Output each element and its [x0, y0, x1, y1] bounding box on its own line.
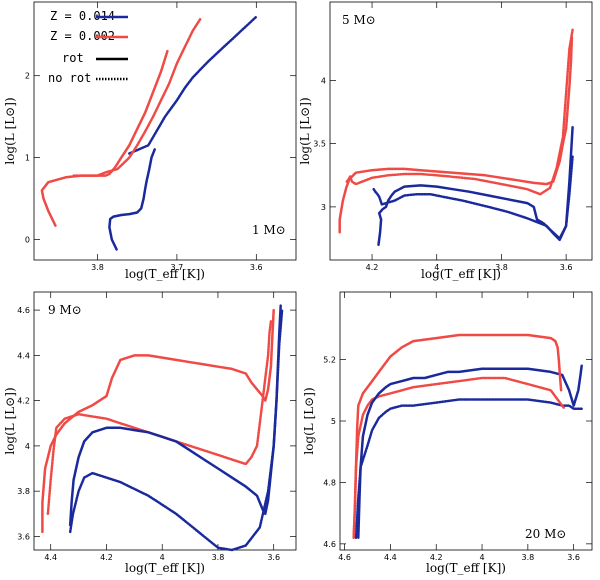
panel-9msun-tracks: [41, 304, 284, 552]
panel-20msun-xtick-label: 4: [479, 553, 484, 562]
panel-5msun-mass-label: 5 M⊙: [342, 13, 376, 27]
legend-norot-label: no rot: [48, 71, 91, 85]
panel-5msun-xtick-label: 4: [434, 263, 439, 272]
panel-5msun-frame: [329, 1, 593, 261]
panel-9msun-track-z0002-rot: [41, 308, 275, 534]
panel-20msun-track-z0002-norot: [352, 376, 566, 539]
panel-1msun-tracks: [40, 15, 258, 251]
panel-20msun-xtick-label: 4.2: [430, 553, 443, 562]
panel-20msun-xtick-label: 4.4: [384, 553, 397, 562]
panel-5msun-ytick-label: 4: [321, 76, 326, 85]
panel-1msun-track-z0014-norot: [128, 15, 258, 155]
panel-20msun-ticks: 4.6 4.4 4.2 4 3.8 3.6 4.6 4.8 5 5.2: [323, 292, 592, 562]
panel-20msun-track-z0002-rot: [352, 333, 563, 539]
panel-9msun: 4.4 4.2 4 3.8 3.6 3.6 3.8 4 4.2 4.4 4.6 log(T_eff …: [3, 291, 297, 575]
panel-9msun-xtick-label: 4.2: [100, 553, 113, 562]
panel-1msun-xtick-label: 3.8: [91, 263, 104, 272]
panel-1msun-ytick-label: 2: [25, 72, 30, 81]
legend-z-solar-label: Z = 0.014: [50, 9, 115, 23]
panel-9msun-ytick-label: 4.4: [17, 351, 30, 360]
panel-5msun-track-z0002-norot: [345, 28, 574, 196]
panel-5msun-ytick-label: 3: [321, 203, 326, 212]
panel-9msun-ytick-label: 4.6: [17, 306, 30, 315]
panel-1msun-ytick-label: 0: [25, 236, 30, 245]
panel-20msun-xtick-label: 3.6: [567, 553, 580, 562]
panel-9msun-track-z0002-norot: [46, 320, 273, 516]
legend: Z = 0.014 Z = 0.002 rot no rot: [48, 9, 128, 85]
panel-20msun-track-z0014-rot: [357, 364, 583, 539]
panel-20msun-mass-label: 20 M⊙: [525, 527, 566, 541]
panel-20msun-ytick-label: 5.2: [323, 356, 336, 365]
panel-5msun-xlabel: log(T_eff [K]): [421, 267, 501, 281]
panel-9msun-ytick-label: 4.2: [17, 397, 30, 406]
panel-9msun-ytick-label: 3.8: [17, 487, 30, 496]
legend-z-low-label: Z = 0.002: [50, 29, 115, 43]
panel-9msun-xtick-label: 3.8: [212, 553, 225, 562]
panel-1msun-track-z0002-rot: [40, 49, 169, 227]
panel-20msun-ytick-label: 5: [331, 417, 336, 426]
panel-5msun-xtick-label: 3.8: [495, 263, 508, 272]
panel-5msun-xtick-label: 3.6: [560, 263, 573, 272]
panel-9msun-ticks: 4.4 4.2 4 3.8 3.6 3.6 3.8 4 4.2 4.4 4.6: [17, 292, 296, 562]
legend-rot-label: rot: [62, 51, 84, 65]
panel-9msun-xtick-label: 4: [160, 553, 165, 562]
panel-20msun-ytick-label: 4.6: [323, 540, 336, 549]
panel-20msun-ylabel: log(L [L⊙]): [302, 387, 316, 454]
panel-1msun-xtick-label: 3.7: [171, 263, 184, 272]
panel-20msun-track-z0014-norot: [354, 398, 583, 539]
panel-9msun-mass-label: 9 M⊙: [48, 303, 82, 317]
panel-9msun-xlabel: log(T_eff [K]): [125, 561, 205, 575]
panel-9msun-xtick-label: 4.4: [44, 553, 57, 562]
panel-20msun-xlabel: log(T_eff [K]): [426, 561, 506, 575]
panel-9msun-frame: [33, 291, 297, 551]
panel-9msun-ytick-label: 3.6: [17, 532, 30, 541]
panel-5msun-ticks: 4.2 4 3.8 3.6 3 3.5 4: [313, 2, 592, 272]
panel-1msun-track-z0014-rot: [108, 148, 156, 251]
panel-20msun-tracks: [352, 333, 583, 539]
panel-1msun-xtick-label: 3.6: [250, 263, 263, 272]
panel-5msun-ytick-label: 3.5: [313, 140, 326, 149]
panel-9msun-track-z0014-rot: [68, 304, 282, 527]
panel-9msun-xtick-label: 3.6: [267, 553, 280, 562]
panel-20msun-xtick-label: 3.8: [521, 553, 534, 562]
panel-5msun-ylabel: log(L [L⊙]): [298, 97, 312, 164]
panel-1msun-mass-label: 1 M⊙: [252, 223, 286, 237]
panel-5msun-track-z0002-rot: [338, 36, 574, 234]
panel-9msun-ylabel: log(L [L⊙]): [3, 387, 17, 454]
panel-20msun: 4.6 4.4 4.2 4 3.8 3.6 4.6 4.8 5 5.2 log(T_eff [K]…: [302, 291, 593, 575]
panel-5msun: 4.2 4 3.8 3.6 3 3.5 4 log(T_eff [K]) log(L [L⊙…: [298, 1, 593, 281]
panel-20msun-ytick-label: 4.8: [323, 478, 336, 487]
panel-5msun-xtick-label: 4.2: [366, 263, 379, 272]
panel-1msun-ylabel: log(L [L⊙]): [3, 97, 17, 164]
panel-1msun-xlabel: log(T_eff [K]): [125, 267, 205, 281]
panel-20msun-xtick-label: 4.6: [338, 553, 351, 562]
panel-9msun-ytick-label: 4: [25, 442, 30, 451]
panel-1msun-track-z0002-norot: [72, 17, 202, 177]
panel-5msun-track-z0014-rot: [377, 125, 574, 247]
panel-5msun-tracks: [338, 28, 574, 247]
panel-1msun-ticks: 3.8 3.7 3.6 0 1 2: [25, 2, 296, 272]
panel-1msun-ytick-label: 1: [25, 154, 30, 163]
panel-1msun-frame: [33, 1, 297, 261]
